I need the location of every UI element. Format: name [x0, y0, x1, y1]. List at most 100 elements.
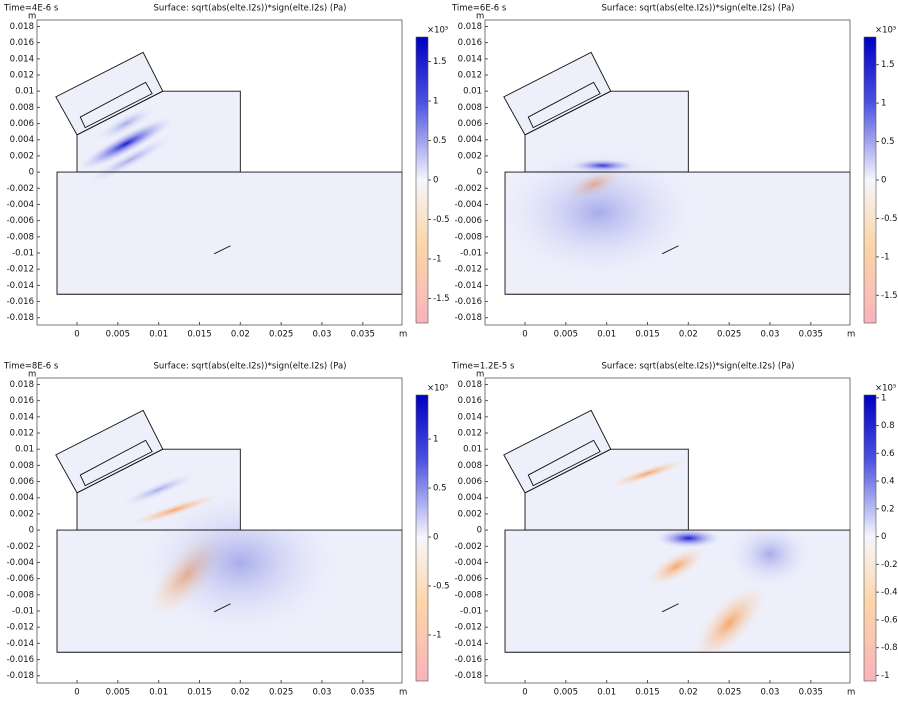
- x-tick-label: 0.02: [679, 330, 698, 340]
- y-tick-label: 0: [477, 168, 482, 178]
- field-pattern: [608, 459, 687, 488]
- x-tick-label: 0.015: [187, 688, 211, 698]
- x-tick-label: 0: [74, 330, 79, 340]
- x-tick-label: 0.02: [679, 688, 698, 698]
- colorbar-tick-label: -0.6: [881, 615, 898, 625]
- y-unit: m: [28, 12, 36, 22]
- field-pattern: [655, 528, 721, 548]
- x-tick-label: 0.025: [717, 688, 741, 698]
- x-tick-label: 0.03: [313, 688, 332, 698]
- y-tick-label: -0.006: [7, 574, 34, 584]
- time-label: Time=1.2E-5 s: [451, 362, 515, 372]
- y-tick-label: 0.018: [458, 380, 482, 390]
- colorbar-tick-label: -0.5: [881, 214, 898, 224]
- x-tick-label: 0.025: [717, 330, 741, 340]
- y-tick-label: -0.008: [455, 232, 482, 242]
- x-tick-label: 0.025: [269, 330, 293, 340]
- y-tick-label: 0.016: [458, 396, 482, 406]
- y-unit: m: [476, 12, 484, 22]
- y-tick-label: 0.016: [10, 38, 34, 48]
- y-tick-label: 0.01: [15, 87, 34, 97]
- y-tick-label: 0.014: [458, 54, 482, 64]
- colorbar-exponent: ×10⁵: [427, 384, 448, 394]
- y-tick-label: -0.004: [455, 558, 482, 568]
- x-tick-label: 0.025: [269, 688, 293, 698]
- y-tick-label: 0.018: [10, 380, 34, 390]
- y-tick-label: 0.014: [10, 54, 34, 64]
- x-tick-label: 0.015: [187, 330, 211, 340]
- y-tick-label: -0.016: [7, 297, 34, 307]
- x-tick-label: 0: [522, 688, 527, 698]
- y-tick-label: -0.002: [455, 542, 482, 552]
- y-tick-label: 0: [29, 526, 34, 536]
- y-tick-label: -0.018: [7, 671, 34, 681]
- y-tick-label: 0.008: [458, 103, 482, 113]
- geometry: [503, 51, 612, 136]
- x-tick-label: 0.005: [106, 330, 130, 340]
- colorbar-tick-label: 0.4: [881, 477, 895, 487]
- y-tick-label: 0.002: [458, 509, 482, 519]
- y-unit: m: [28, 370, 36, 380]
- x-tick-label: 0.03: [761, 330, 780, 340]
- x-tick-label: 0.005: [554, 330, 578, 340]
- geometry: [527, 81, 601, 129]
- x-tick-label: 0.035: [799, 330, 823, 340]
- y-tick-label: 0.002: [10, 509, 34, 519]
- y-tick-label: -0.01: [12, 606, 34, 616]
- colorbar-tick-label: -0.8: [881, 643, 898, 653]
- y-tick-label: 0.002: [10, 151, 34, 161]
- geometry: [213, 603, 231, 613]
- y-tick-label: 0.008: [10, 461, 34, 471]
- y-tick-label: -0.01: [460, 248, 482, 258]
- y-tick-label: 0.004: [10, 493, 34, 503]
- colorbar-tick-label: 0: [881, 532, 886, 542]
- colorbar-tick-label: 0.5: [881, 137, 895, 147]
- colorbar-tick-label: 0.5: [433, 484, 447, 494]
- y-tick-label: -0.01: [12, 248, 34, 258]
- x-unit: m: [399, 330, 407, 340]
- y-tick-label: -0.012: [7, 623, 34, 633]
- y-tick-label: -0.008: [455, 590, 482, 600]
- geometry: [79, 439, 153, 487]
- colorbar-tick-label: 1: [433, 96, 438, 106]
- domain: [55, 52, 163, 135]
- x-tick-label: 0.035: [799, 688, 823, 698]
- y-tick-label: -0.004: [7, 200, 34, 210]
- y-tick-label: -0.008: [7, 232, 34, 242]
- colorbar-tick-label: -1: [433, 255, 441, 265]
- geometry: [213, 245, 231, 255]
- y-tick-label: 0.008: [458, 461, 482, 471]
- geometry: [76, 448, 241, 531]
- y-tick-label: 0.01: [463, 87, 482, 97]
- geometry: [524, 448, 689, 531]
- field: [608, 459, 811, 653]
- y-tick-label: -0.014: [7, 281, 34, 291]
- colorbar-tick-label: 0: [881, 176, 886, 186]
- y-tick-label: 0.016: [458, 38, 482, 48]
- y-tick-label: -0.012: [7, 265, 34, 275]
- x-unit: m: [399, 688, 407, 698]
- colorbar-tick-label: 0: [433, 176, 438, 186]
- x-tick-label: 0: [74, 688, 79, 698]
- colorbar-tick-label: 1: [881, 393, 886, 403]
- colorbar: [415, 394, 429, 682]
- colorbar-tick-label: -1: [881, 252, 889, 262]
- y-tick-label: 0.018: [458, 22, 482, 32]
- x-tick-label: 0.015: [635, 688, 659, 698]
- y-tick-label: 0.012: [10, 71, 34, 81]
- domain: [503, 410, 611, 493]
- colorbar-tick-label: -0.5: [433, 581, 450, 591]
- x-tick-label: 0.03: [761, 688, 780, 698]
- y-tick-label: -0.012: [455, 623, 482, 633]
- colorbar-tick-label: -1: [433, 630, 441, 640]
- colorbar-tick-label: 0.8: [881, 421, 895, 431]
- colorbar-tick-label: -1.5: [433, 294, 450, 304]
- domain: [55, 410, 163, 493]
- y-tick-label: 0.006: [458, 477, 482, 487]
- x-tick-label: 0.01: [149, 688, 168, 698]
- field-pattern: [505, 147, 697, 278]
- y-tick-label: 0.012: [10, 429, 34, 439]
- y-unit: m: [476, 370, 484, 380]
- colorbar-exponent: ×10⁵: [875, 26, 896, 36]
